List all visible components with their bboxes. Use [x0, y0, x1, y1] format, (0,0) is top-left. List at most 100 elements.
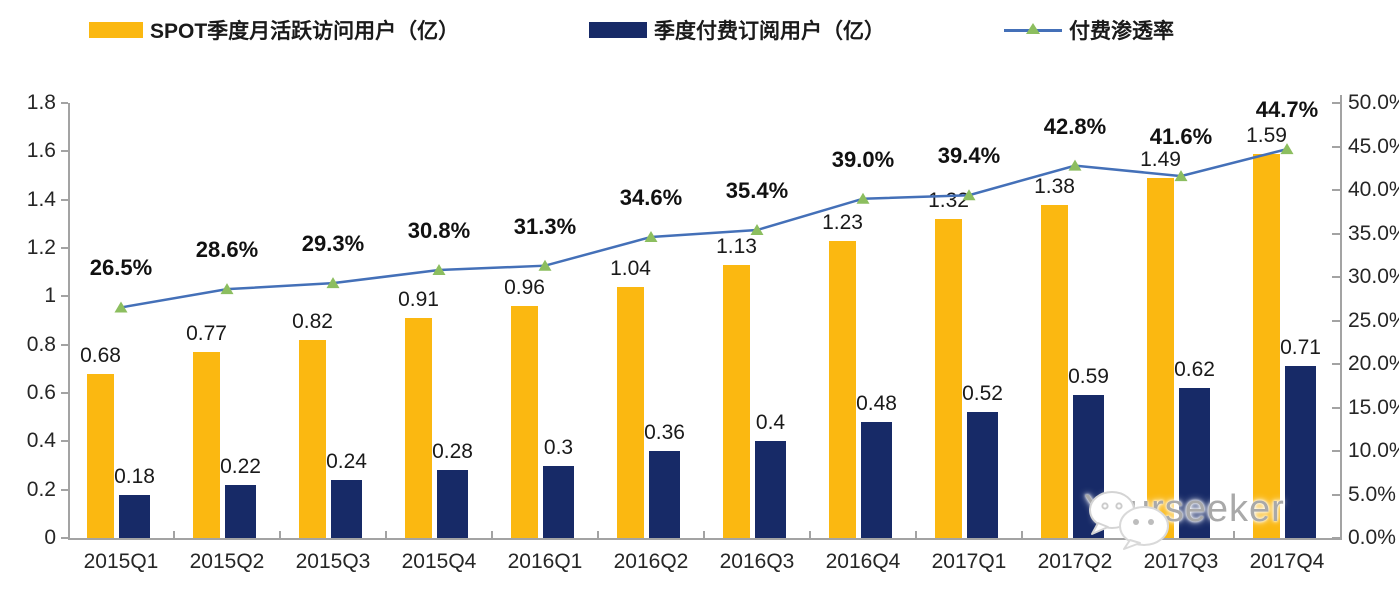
x-axis-category-label: 2016Q1 — [507, 550, 583, 573]
left-axis-tick — [61, 537, 68, 539]
bar-subscribers — [755, 441, 786, 538]
penetration-legend-marker — [1004, 22, 1062, 38]
bar-label-mau: 1.04 — [610, 256, 651, 280]
triangle-marker-icon — [432, 264, 446, 276]
penetration-label: 28.6% — [195, 237, 259, 263]
bar-mau — [87, 373, 114, 538]
right-axis-tick — [1332, 145, 1340, 148]
penetration-label: 26.5% — [89, 255, 153, 281]
left-axis-tick-label: 0 — [44, 526, 56, 549]
penetration-legend-label: 付费渗透率 — [1069, 20, 1174, 43]
bar-subscribers — [225, 484, 256, 538]
right-axis-tick — [1332, 189, 1340, 191]
left-axis-tick — [61, 102, 68, 104]
triangle-marker-icon — [538, 259, 552, 271]
bar-label-subscribers: 0.24 — [326, 450, 367, 473]
bar-label-mau: 0.77 — [186, 321, 227, 345]
x-axis-category-label: 2016Q3 — [719, 550, 795, 573]
bar-mau — [1147, 177, 1174, 538]
right-axis-tick-label: 0.0% — [1348, 526, 1396, 549]
bar-label-subscribers: 0.52 — [962, 382, 1003, 406]
x-axis-tick — [915, 531, 917, 538]
x-axis-category-label: 2016Q4 — [825, 550, 901, 573]
bar-label-mau: 1.23 — [822, 210, 863, 234]
right-axis-tick — [1332, 276, 1340, 278]
x-axis-tick — [597, 531, 599, 538]
left-axis-tick-label: 1.4 — [26, 187, 56, 211]
x-axis-category-label: 2017Q4 — [1249, 550, 1325, 573]
subscribers-legend-label: 季度付费订阅用户（亿） — [654, 20, 885, 43]
bar-label-mau: 0.96 — [504, 276, 545, 299]
left-axis-tick-label: 0.8 — [26, 332, 56, 356]
bar-label-subscribers: 0.36 — [644, 421, 685, 444]
triangle-marker-icon — [644, 230, 658, 242]
triangle-marker-icon — [326, 277, 340, 289]
bar-mau — [617, 286, 644, 538]
x-axis-category-label: 2017Q2 — [1037, 550, 1113, 573]
penetration-label: 42.8% — [1043, 113, 1107, 139]
x-axis-tick — [809, 531, 811, 538]
penetration-label: 34.6% — [619, 184, 683, 210]
x-axis-tick — [491, 531, 493, 538]
penetration-label: 39.0% — [831, 146, 895, 172]
triangle-marker-icon — [1068, 159, 1082, 171]
right-axis-tick-label: 5.0% — [1348, 482, 1396, 506]
bar-label-mau: 1.59 — [1246, 123, 1287, 147]
bar-subscribers — [1285, 366, 1316, 538]
bar-mau — [511, 306, 538, 538]
bar-label-mau: 1.38 — [1034, 174, 1075, 198]
bar-mau — [1041, 204, 1068, 538]
bar-label-mau: 0.68 — [80, 343, 121, 367]
x-axis-tick — [385, 531, 387, 538]
bar-label-subscribers: 0.71 — [1280, 336, 1321, 360]
left-axis-tick-label: 0.2 — [26, 477, 56, 501]
x-axis-category-label: 2015Q2 — [189, 550, 265, 573]
bar-mau — [1253, 153, 1280, 538]
left-axis-tick-label: 1.6 — [26, 139, 56, 163]
left-axis-tick — [61, 440, 68, 443]
bar-label-mau: 1.13 — [716, 234, 757, 258]
bar-subscribers — [331, 480, 362, 538]
bar-label-subscribers: 0.4 — [755, 411, 786, 435]
right-axis-tick — [1332, 493, 1340, 496]
right-axis-tick — [1332, 406, 1340, 409]
x-axis-tick — [173, 531, 175, 538]
bar-label-mau: 0.91 — [398, 288, 439, 312]
triangle-marker-icon — [1280, 143, 1294, 155]
right-axis-tick — [1332, 232, 1340, 235]
right-axis-tick-label: 50.0% — [1348, 91, 1399, 114]
x-axis-tick — [279, 531, 281, 538]
left-axis-tick-label: 1.8 — [26, 91, 56, 114]
left-axis-tick — [61, 488, 68, 491]
right-axis-tick-label: 10.0% — [1348, 439, 1399, 462]
legend-item-mau: SPOT季度月活跃访问用户（亿） — [89, 16, 459, 44]
x-axis-category-label: 2016Q2 — [613, 550, 689, 573]
penetration-label: 31.3% — [513, 213, 577, 239]
legend-item-subscribers: 季度付费订阅用户（亿） — [589, 16, 885, 44]
triangle-marker-icon — [962, 189, 976, 201]
triangle-marker-icon — [750, 224, 764, 236]
triangle-marker-icon — [114, 301, 128, 313]
left-axis-tick-label: 1 — [44, 284, 56, 308]
penetration-label: 30.8% — [407, 218, 471, 244]
left-axis-tick-label: 1.2 — [26, 236, 56, 259]
bar-label-mau: 0.82 — [292, 309, 333, 333]
right-axis-tick-label: 40.0% — [1348, 178, 1399, 201]
right-axis-tick-label: 15.0% — [1348, 395, 1399, 419]
bar-label-subscribers: 0.22 — [220, 454, 261, 478]
mau-legend-label: SPOT季度月活跃访问用户（亿） — [150, 20, 460, 43]
left-axis-tick-label: 0.4 — [26, 429, 56, 453]
penetration-label: 39.4% — [937, 143, 1001, 169]
penetration-label: 29.3% — [301, 231, 365, 257]
wechat-icon — [1089, 491, 1169, 550]
right-axis-tick — [1332, 363, 1340, 365]
bar-mau — [299, 339, 326, 538]
left-axis-tick — [61, 295, 68, 298]
subscribers-legend-swatch — [589, 22, 647, 38]
bar-subscribers — [119, 494, 150, 538]
bar-mau — [405, 318, 432, 538]
right-axis-tick — [1332, 450, 1340, 452]
left-axis-tick — [61, 247, 68, 249]
